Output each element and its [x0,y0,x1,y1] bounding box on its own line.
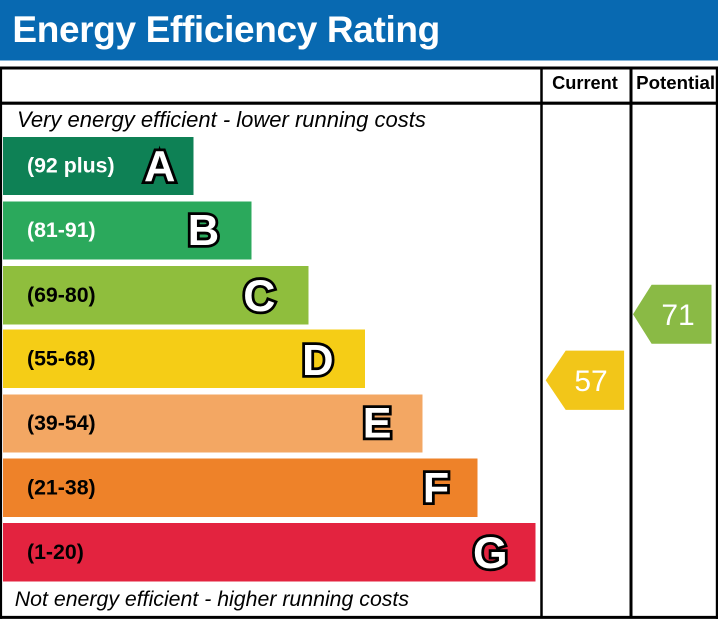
svg-text:Not energy efficient - higher: Not energy efficient - higher running co… [15,587,410,611]
svg-text:Potential: Potential [636,72,715,93]
svg-text:(39-54): (39-54) [27,411,96,435]
svg-text:Energy Efficiency Rating: Energy Efficiency Rating [12,9,440,50]
svg-text:(92 plus): (92 plus) [27,154,115,178]
svg-text:A: A [144,143,175,191]
svg-text:71: 71 [661,299,694,332]
svg-text:(81-91): (81-91) [27,218,96,242]
svg-text:57: 57 [574,365,607,398]
svg-text:(21-38): (21-38) [27,475,96,499]
svg-text:D: D [302,337,333,385]
svg-text:Very energy efficient - lower: Very energy efficient - lower running co… [17,107,426,132]
svg-text:Current: Current [552,73,618,93]
svg-text:F: F [423,464,449,512]
svg-text:(55-68): (55-68) [27,346,96,370]
svg-text:G: G [473,529,508,578]
svg-text:C: C [243,272,275,321]
svg-text:B: B [188,207,219,255]
svg-text:(1-20): (1-20) [27,540,84,564]
svg-text:E: E [363,399,392,447]
svg-text:(69-80): (69-80) [27,283,96,307]
